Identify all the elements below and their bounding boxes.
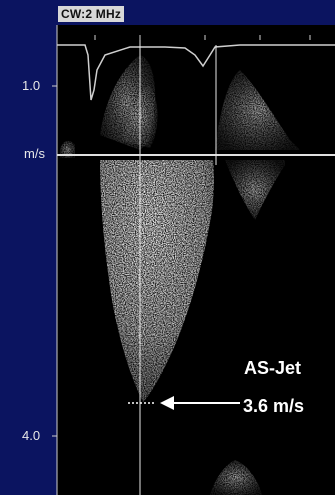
scale-unit-label: m/s (24, 146, 45, 161)
scale-label-top: 1.0 (22, 78, 41, 93)
as-jet-envelope (100, 160, 285, 402)
annotation-title: AS-Jet (244, 358, 302, 378)
transducer-mode-label: CW:2 MHz (58, 6, 125, 22)
time-ticks (94, 35, 311, 40)
annotation-value: 3.6 m/s (243, 396, 305, 416)
ecg-trace (57, 44, 335, 101)
lower-flow-signal (210, 460, 262, 495)
upper-flow-signal (60, 55, 300, 158)
arrow-head (160, 396, 174, 410)
scale-label-bottom: 4.0 (22, 428, 41, 443)
